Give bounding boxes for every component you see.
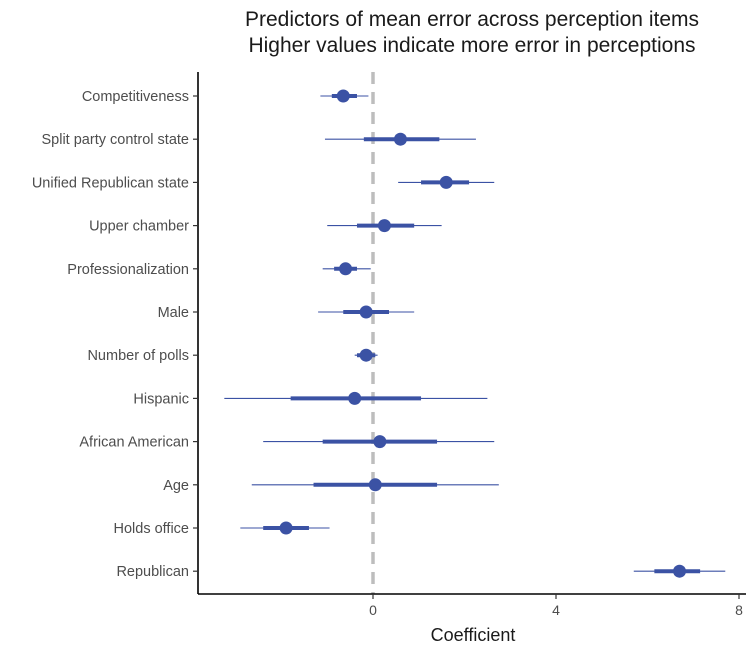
x-tick-label: 4 [552,602,560,618]
y-tick-label: Number of polls [87,348,189,364]
estimate-point [336,89,350,103]
y-tick-label: Holds office [114,521,190,537]
y-tick-label: Competitiveness [82,89,189,105]
y-tick-label: African American [79,435,189,451]
y-tick-label: Split party control state [42,132,190,148]
x-axis-label: Coefficient [431,625,516,645]
chart-title: Predictors of mean error across percepti… [244,8,699,31]
x-tick-label: 8 [735,602,743,618]
estimate-point [279,521,293,535]
y-tick-label: Republican [116,564,189,580]
y-tick-label: Hispanic [133,391,189,407]
y-tick-label: Professionalization [67,262,189,278]
estimate-point [359,305,373,319]
chart-subtitle: Higher values indicate more error in per… [248,34,696,57]
x-tick-label: 0 [369,602,377,618]
estimate-point [393,132,407,146]
estimate-point [368,478,382,492]
estimate-point [359,348,373,362]
y-tick-label: Age [163,478,189,494]
estimate-point [673,564,687,578]
y-tick-label: Unified Republican state [32,175,189,191]
estimate-point [439,175,453,189]
y-tick-label: Upper chamber [89,219,189,235]
estimate-point [348,391,362,405]
y-tick-label: Male [158,305,189,321]
estimate-point [339,262,353,276]
estimate-point [373,435,387,449]
estimate-point [377,219,391,233]
